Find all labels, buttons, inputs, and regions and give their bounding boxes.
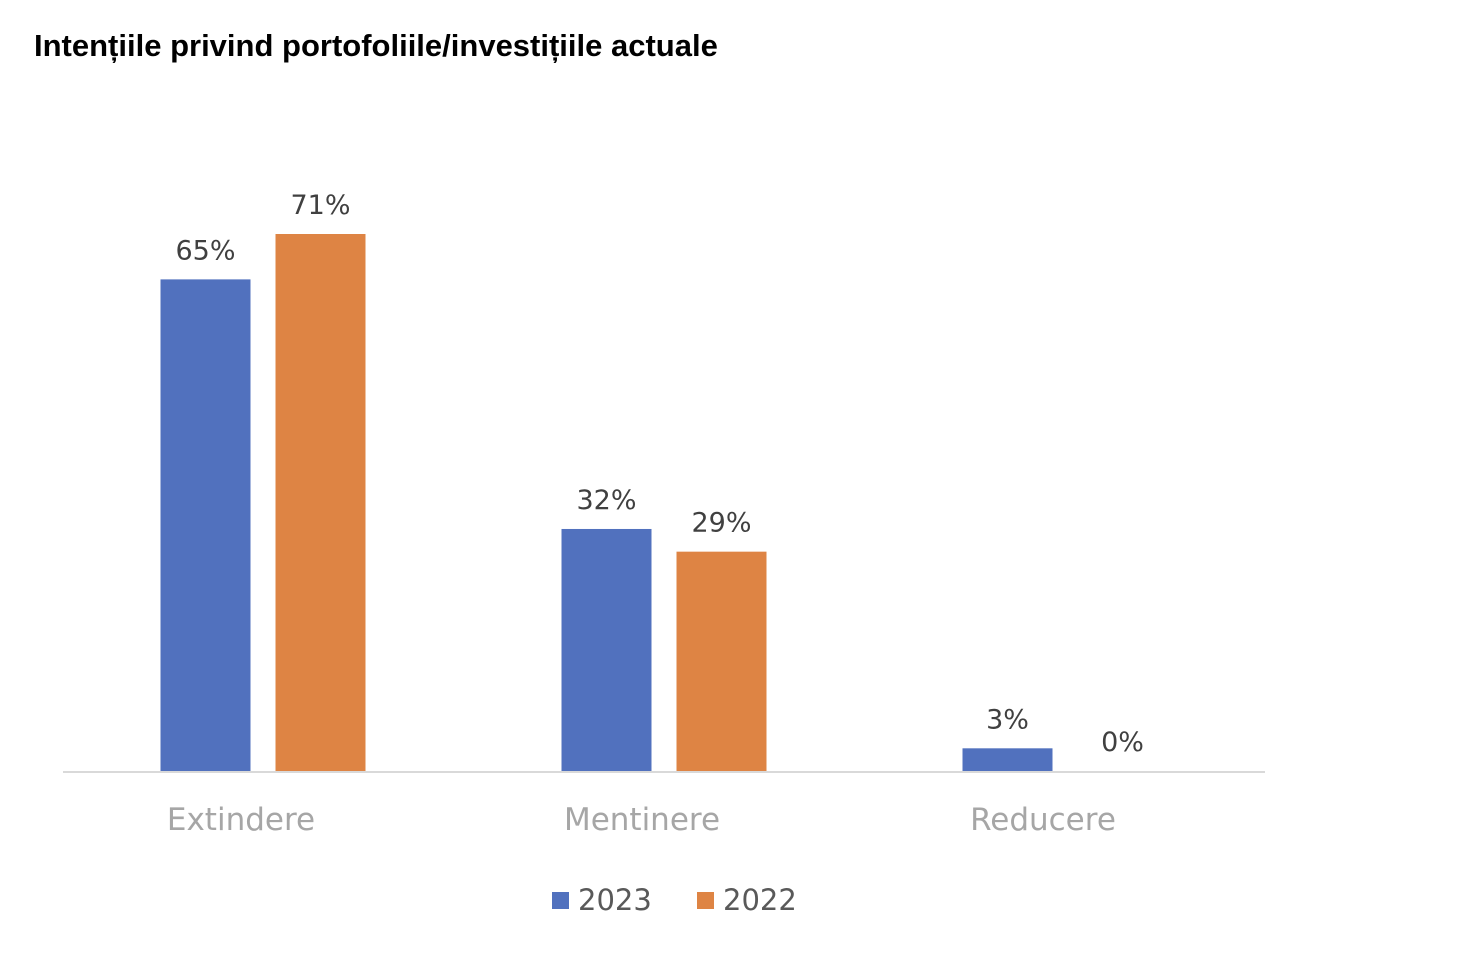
legend-label-2023: 2023 xyxy=(578,883,652,917)
data-label-mentinere-2022: 29% xyxy=(691,508,751,539)
data-label-extindere-2023: 65% xyxy=(175,235,235,266)
bar-reducere-2023 xyxy=(962,748,1053,771)
data-label-mentinere-2023: 32% xyxy=(576,485,636,516)
bar-extindere-2023 xyxy=(160,279,251,771)
legend-swatch-2022 xyxy=(697,892,714,909)
bar-mentinere-2022 xyxy=(676,551,767,771)
legend-swatch-2023 xyxy=(552,892,569,909)
category-label-extindere: Extindere xyxy=(167,802,315,838)
data-labels-layer: 65% 71% 32% 29% 3% 0% xyxy=(175,190,1143,758)
data-label-reducere-2022: 0% xyxy=(1101,727,1144,758)
category-labels-layer: Extindere Mentinere Reducere xyxy=(167,802,1116,838)
bar-mentinere-2023 xyxy=(561,528,652,771)
chart-title: Intențiile privind portofoliile/investiț… xyxy=(34,28,718,63)
category-label-reducere: Reducere xyxy=(970,802,1116,838)
category-label-mentinere: Mentinere xyxy=(564,802,720,838)
legend: 2023 2022 xyxy=(552,883,797,917)
data-label-extindere-2022: 71% xyxy=(290,190,350,221)
data-label-reducere-2023: 3% xyxy=(986,704,1029,735)
legend-label-2022: 2022 xyxy=(723,883,797,917)
bars-layer xyxy=(160,234,1053,771)
bar-extindere-2022 xyxy=(275,234,366,771)
